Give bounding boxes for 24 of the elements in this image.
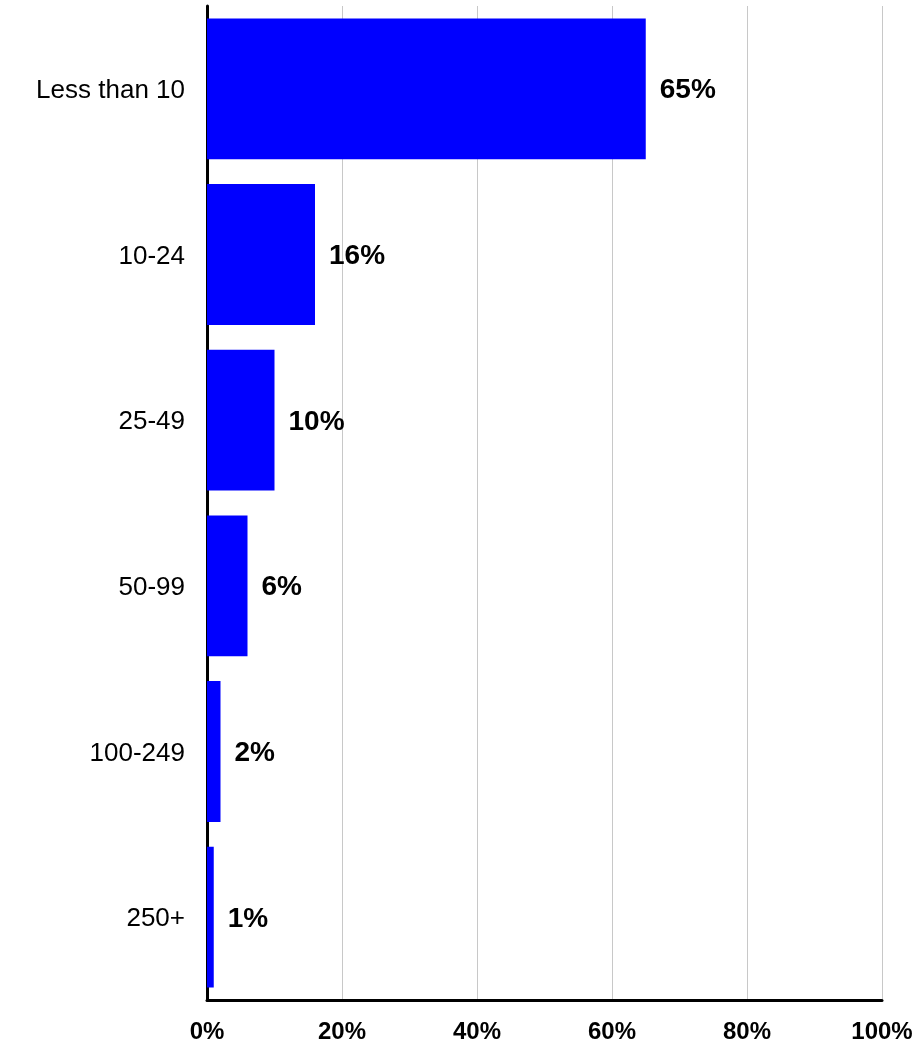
data-label: 2%	[234, 736, 276, 767]
bar	[207, 349, 275, 491]
data-label: 65%	[659, 73, 716, 105]
data-label: 10%	[288, 404, 345, 436]
data-label: 6%	[261, 570, 303, 602]
bar	[207, 515, 248, 657]
x-tick-label: 20%	[317, 1016, 367, 1044]
y-tick-label: 25-49	[118, 405, 185, 436]
y-tick-label: 100-249	[89, 736, 185, 767]
x-tick-label: 80%	[722, 1016, 772, 1044]
y-tick-label: 250+	[126, 902, 185, 933]
data-label: 16%	[329, 239, 386, 270]
y-tick-label: 50-99	[118, 570, 185, 601]
x-tick-label: 0%	[189, 1016, 225, 1044]
x-tick-label: 100%	[851, 1016, 913, 1044]
y-tick-label: Less than 10	[36, 73, 185, 104]
bar	[207, 681, 221, 822]
bar	[207, 184, 315, 325]
data-label: 1%	[227, 901, 269, 933]
bar	[207, 18, 646, 160]
y-tick-label: 10-24	[118, 239, 185, 270]
x-tick-label: 40%	[452, 1016, 502, 1044]
x-tick-label: 60%	[587, 1016, 637, 1044]
bar	[207, 846, 214, 988]
